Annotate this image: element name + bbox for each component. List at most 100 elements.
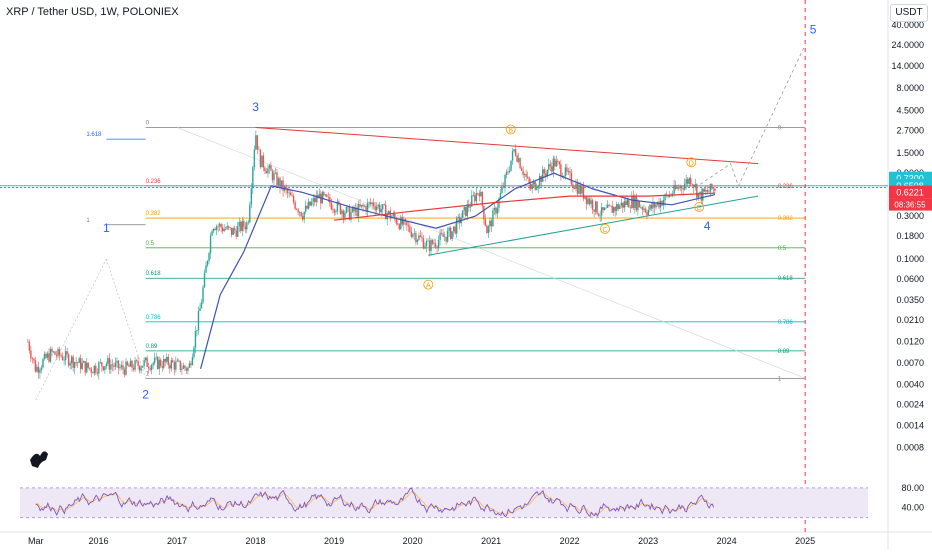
candle-body <box>357 204 360 217</box>
candle-body <box>697 192 699 198</box>
fib-level-label: 1 <box>146 371 150 377</box>
candle-body <box>330 202 333 210</box>
candle-body <box>202 287 204 303</box>
candle-body <box>140 367 142 371</box>
candle-body <box>338 201 340 205</box>
candle-body <box>122 365 124 370</box>
ma-line <box>334 192 715 221</box>
candle-body <box>381 204 384 210</box>
candle-body <box>469 206 471 208</box>
candle-body <box>308 201 310 209</box>
candle-body <box>513 149 515 152</box>
fib-level-label-right: 0.382 <box>778 216 794 222</box>
x-tick-label: 2023 <box>638 536 658 546</box>
candle-body <box>374 206 376 211</box>
candle-body <box>545 173 547 176</box>
candle-body <box>443 236 446 238</box>
y-tick-label: 8.0000 <box>896 83 924 93</box>
candle-body <box>611 205 613 213</box>
candle-body <box>200 302 203 309</box>
candle-body <box>107 358 109 364</box>
y-tick-label: 0.3000 <box>896 211 924 221</box>
fib-level-label: 0.236 <box>146 179 162 185</box>
candle-body <box>234 228 236 231</box>
fib-level-label-right: 0.786 <box>778 320 794 326</box>
candle-body <box>409 226 411 232</box>
candle-body <box>631 195 633 209</box>
candle-body <box>129 360 132 367</box>
candle-body <box>274 172 277 174</box>
candle-body <box>49 348 52 362</box>
candle-body <box>534 181 536 190</box>
candle-body <box>378 204 381 213</box>
tradingview-logo-icon <box>30 451 48 468</box>
candle-body <box>304 205 307 212</box>
candle-body <box>520 168 523 171</box>
candle-body <box>400 217 402 230</box>
candle-body <box>445 236 447 242</box>
candle-body <box>113 365 115 367</box>
candle-body <box>466 204 468 217</box>
candle-body <box>683 183 686 190</box>
candle-body <box>215 226 218 231</box>
candle-body <box>350 211 352 220</box>
fib-level-label-right: 0.5 <box>778 246 787 252</box>
candle-body <box>114 362 117 367</box>
candle-body <box>164 359 166 362</box>
candle-body <box>70 356 73 364</box>
candle-body <box>606 204 609 208</box>
y-tick-label: 0.0014 <box>896 421 924 431</box>
candle-body <box>489 220 491 227</box>
candle-body <box>42 359 44 368</box>
candle-body <box>531 184 533 190</box>
candle-body <box>212 228 215 232</box>
candle-body <box>150 364 153 370</box>
candle-body <box>596 201 598 214</box>
candle-body <box>418 235 420 240</box>
candle-body <box>517 158 520 162</box>
candle-body <box>286 189 289 194</box>
candle-body <box>69 363 71 366</box>
y-tick-label: 14.0000 <box>891 61 924 71</box>
candle-body <box>324 194 327 196</box>
trendline-lower <box>428 195 759 256</box>
candle-body <box>525 173 527 177</box>
candle-body <box>430 240 432 251</box>
candle-body <box>163 359 165 368</box>
candle-body <box>643 208 645 210</box>
candle-body <box>298 211 301 213</box>
candle-body <box>28 341 31 351</box>
candle-body <box>37 366 40 373</box>
fib-guide-line <box>35 258 107 401</box>
candle-body <box>446 230 449 242</box>
candle-body <box>253 149 256 167</box>
candle-body <box>102 366 105 371</box>
y-tick-label: 0.0070 <box>896 358 924 368</box>
candle-body <box>679 186 681 189</box>
candle-body <box>490 220 493 227</box>
candle-body <box>170 360 172 369</box>
candle-body <box>86 362 88 373</box>
abc-label-E: E <box>697 205 702 212</box>
x-tick-label: 2019 <box>324 536 344 546</box>
fib-level-label-right: 0.89 <box>778 349 790 355</box>
candle-body <box>54 351 56 355</box>
candle-body <box>123 369 126 375</box>
candle-body <box>131 360 133 368</box>
candle-body <box>449 227 452 239</box>
fib-level-label-right: 0.618 <box>778 276 794 282</box>
candle-body <box>552 158 555 172</box>
candle-body <box>205 265 207 273</box>
candle-body <box>166 356 168 362</box>
candle-body <box>105 363 108 367</box>
candle-body <box>209 235 212 254</box>
candle-body <box>377 204 379 207</box>
candle-body <box>523 173 526 175</box>
candle-body <box>584 196 586 199</box>
abc-label-circle <box>600 223 610 234</box>
candle-body <box>90 368 92 373</box>
abc-label-circle <box>423 279 434 290</box>
currency-button[interactable]: USDT <box>890 4 928 22</box>
candle-body <box>496 207 499 214</box>
